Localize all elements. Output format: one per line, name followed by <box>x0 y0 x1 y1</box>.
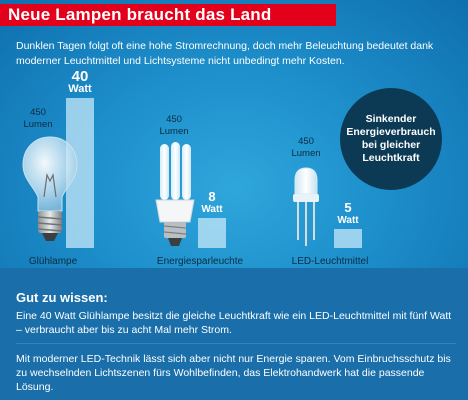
value-label-energiesparleuchte: 8 Watt <box>190 190 234 216</box>
annotation-line: bei gleicher <box>361 139 421 151</box>
lumen-unit: Lumen <box>23 119 53 130</box>
bar-energiesparleuchte <box>198 218 226 248</box>
title-bar: Neue Lampen braucht das Land <box>0 4 336 26</box>
value-unit: Watt <box>68 83 92 95</box>
annotation-line: Energieverbrauch <box>346 126 436 138</box>
lumen-unit: Lumen <box>159 126 189 137</box>
value-number: 5 <box>344 200 352 215</box>
closing-text: Mit moderner LED-Technik lässt sich aber… <box>16 353 451 393</box>
info-text: Eine 40 Watt Glühlampe besitzt die gleic… <box>16 310 452 336</box>
annotation-line: Leuchtkraft <box>362 152 420 164</box>
led-lamp-icon <box>293 167 319 246</box>
value-number: 8 <box>208 189 216 204</box>
lumen-number: 450 <box>166 114 182 125</box>
intro-text: Dunklen Tagen folgt oft eine hohe Stromr… <box>16 40 434 67</box>
divider <box>16 343 456 344</box>
lumen-unit: Lumen <box>291 148 321 159</box>
value-number: 40 <box>71 68 89 85</box>
energy-saving-lamp-icon <box>155 142 195 246</box>
page-title: Neue Lampen braucht das Land <box>8 5 272 24</box>
info-panel <box>0 268 468 400</box>
category-label-energiesparleuchte: Energiesparleuchte <box>156 256 244 267</box>
category-label-led-leuchtmittel: LED-Leuchtmittel <box>291 256 369 267</box>
lumen-label-led-leuchtmittel: 450 Lumen <box>284 136 328 160</box>
value-label-gluehlampe: 40 Watt <box>58 68 102 96</box>
annotation-line: Sinkender <box>365 113 417 125</box>
bar-led-leuchtmittel <box>334 229 362 248</box>
lumen-number: 450 <box>30 107 46 118</box>
lumen-number: 450 <box>298 136 314 147</box>
info-title: Gut zu wissen: <box>16 290 108 305</box>
value-unit: Watt <box>337 215 359 226</box>
value-unit: Watt <box>201 204 223 215</box>
lumen-label-energiesparleuchte: 450 Lumen <box>152 114 196 138</box>
lumen-label-gluehlampe: 450 Lumen <box>18 107 58 131</box>
value-label-led-leuchtmittel: 5 Watt <box>326 201 370 227</box>
energy-annotation-circle: Sinkender Energieverbrauch bei gleicher … <box>340 88 442 190</box>
category-label-gluehlampe: Glühlampe <box>28 256 78 267</box>
incandescent-bulb-icon <box>22 136 78 241</box>
